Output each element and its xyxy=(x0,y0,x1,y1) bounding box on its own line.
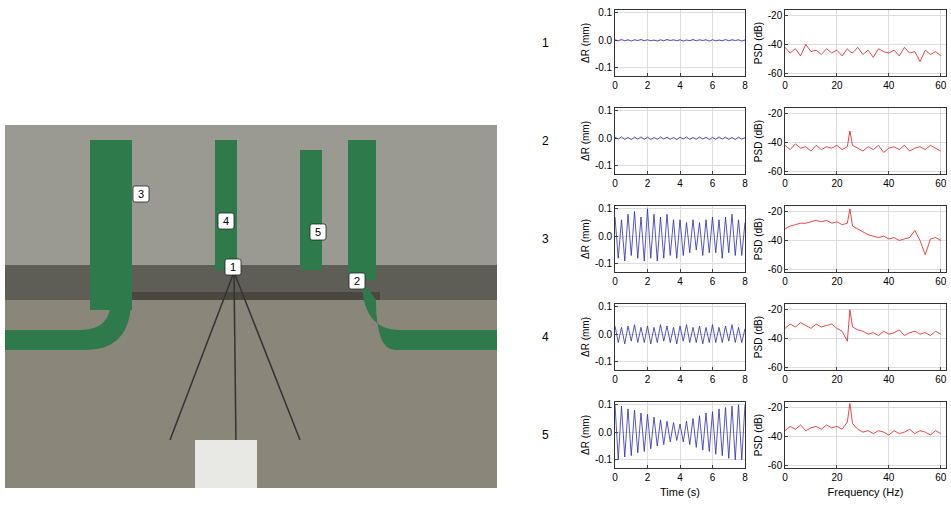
svg-text:Frequency (Hz): Frequency (Hz) xyxy=(828,486,904,498)
svg-text:20: 20 xyxy=(831,374,843,385)
svg-text:2: 2 xyxy=(645,80,651,91)
svg-text:6: 6 xyxy=(710,80,716,91)
svg-text:-20: -20 xyxy=(768,304,783,315)
svg-text:6: 6 xyxy=(710,178,716,189)
svg-text:-0.1: -0.1 xyxy=(595,160,613,171)
svg-text:PSD (dB): PSD (dB) xyxy=(753,218,764,260)
svg-text:60: 60 xyxy=(935,374,947,385)
svg-text:-20: -20 xyxy=(768,402,783,413)
svg-text:0.1: 0.1 xyxy=(598,301,612,312)
svg-text:-40: -40 xyxy=(768,39,783,50)
svg-text:1: 1 xyxy=(542,36,549,50)
svg-text:8: 8 xyxy=(742,276,748,287)
svg-text:0.0: 0.0 xyxy=(598,427,612,438)
svg-text:PSD (dB): PSD (dB) xyxy=(753,316,764,358)
svg-text:0: 0 xyxy=(782,80,788,91)
svg-text:0: 0 xyxy=(612,276,618,287)
svg-text:-40: -40 xyxy=(768,137,783,148)
svg-text:ΔR (mm): ΔR (mm) xyxy=(580,121,591,161)
svg-text:4: 4 xyxy=(677,374,683,385)
svg-text:ΔR (mm): ΔR (mm) xyxy=(580,219,591,259)
svg-text:-0.1: -0.1 xyxy=(595,356,613,367)
svg-text:1: 1 xyxy=(230,261,236,273)
svg-text:0: 0 xyxy=(612,178,618,189)
svg-text:4: 4 xyxy=(677,178,683,189)
svg-text:40: 40 xyxy=(883,472,895,483)
svg-text:0: 0 xyxy=(612,472,618,483)
svg-text:40: 40 xyxy=(883,374,895,385)
svg-text:-60: -60 xyxy=(768,68,783,79)
svg-text:-60: -60 xyxy=(768,362,783,373)
svg-text:0.0: 0.0 xyxy=(598,231,612,242)
svg-text:4: 4 xyxy=(677,276,683,287)
svg-text:-40: -40 xyxy=(768,333,783,344)
svg-text:-20: -20 xyxy=(768,206,783,217)
svg-text:-0.1: -0.1 xyxy=(595,62,613,73)
svg-text:0.0: 0.0 xyxy=(598,133,612,144)
svg-text:PSD (dB): PSD (dB) xyxy=(753,120,764,162)
svg-text:PSD (dB): PSD (dB) xyxy=(753,22,764,64)
svg-text:PSD (dB): PSD (dB) xyxy=(753,414,764,456)
svg-text:0.1: 0.1 xyxy=(598,7,612,18)
svg-text:2: 2 xyxy=(542,134,549,148)
svg-text:-40: -40 xyxy=(768,431,783,442)
svg-text:0: 0 xyxy=(782,472,788,483)
svg-text:3: 3 xyxy=(542,232,549,246)
svg-text:0: 0 xyxy=(782,178,788,189)
svg-text:3: 3 xyxy=(138,188,144,200)
svg-text:8: 8 xyxy=(742,374,748,385)
svg-text:4: 4 xyxy=(677,472,683,483)
svg-text:0: 0 xyxy=(782,374,788,385)
svg-text:0.0: 0.0 xyxy=(598,329,612,340)
svg-text:-40: -40 xyxy=(768,235,783,246)
svg-text:6: 6 xyxy=(710,374,716,385)
svg-text:8: 8 xyxy=(742,472,748,483)
svg-text:20: 20 xyxy=(831,80,843,91)
svg-text:-0.1: -0.1 xyxy=(595,258,613,269)
svg-text:60: 60 xyxy=(935,276,947,287)
svg-text:2: 2 xyxy=(354,275,360,287)
svg-text:6: 6 xyxy=(710,472,716,483)
svg-text:-60: -60 xyxy=(768,264,783,275)
svg-text:-0.1: -0.1 xyxy=(595,454,613,465)
svg-text:0.1: 0.1 xyxy=(598,203,612,214)
svg-text:Time (s): Time (s) xyxy=(660,486,700,498)
svg-text:0.0: 0.0 xyxy=(598,35,612,46)
svg-text:8: 8 xyxy=(742,178,748,189)
svg-text:-20: -20 xyxy=(768,10,783,21)
svg-text:2: 2 xyxy=(645,178,651,189)
svg-text:4: 4 xyxy=(677,80,683,91)
svg-text:2: 2 xyxy=(645,374,651,385)
svg-text:20: 20 xyxy=(831,276,843,287)
svg-text:60: 60 xyxy=(935,178,947,189)
svg-text:0: 0 xyxy=(782,276,788,287)
svg-text:-60: -60 xyxy=(768,166,783,177)
svg-text:20: 20 xyxy=(831,472,843,483)
svg-text:40: 40 xyxy=(883,276,895,287)
svg-text:ΔR (mm): ΔR (mm) xyxy=(580,317,591,357)
svg-text:20: 20 xyxy=(831,178,843,189)
svg-text:8: 8 xyxy=(742,80,748,91)
svg-text:5: 5 xyxy=(315,226,321,238)
svg-text:0.1: 0.1 xyxy=(598,105,612,116)
svg-text:-60: -60 xyxy=(768,460,783,471)
svg-text:ΔR (mm): ΔR (mm) xyxy=(580,23,591,63)
svg-text:60: 60 xyxy=(935,472,947,483)
svg-text:6: 6 xyxy=(710,276,716,287)
svg-text:-20: -20 xyxy=(768,108,783,119)
svg-text:60: 60 xyxy=(935,80,947,91)
svg-text:ΔR (mm): ΔR (mm) xyxy=(580,415,591,455)
svg-text:0: 0 xyxy=(612,80,618,91)
svg-text:40: 40 xyxy=(883,80,895,91)
svg-text:4: 4 xyxy=(223,215,229,227)
svg-text:2: 2 xyxy=(645,472,651,483)
svg-text:2: 2 xyxy=(645,276,651,287)
svg-text:4: 4 xyxy=(542,330,549,344)
svg-text:40: 40 xyxy=(883,178,895,189)
svg-text:0.1: 0.1 xyxy=(598,399,612,410)
svg-text:0: 0 xyxy=(612,374,618,385)
svg-text:5: 5 xyxy=(542,428,549,442)
